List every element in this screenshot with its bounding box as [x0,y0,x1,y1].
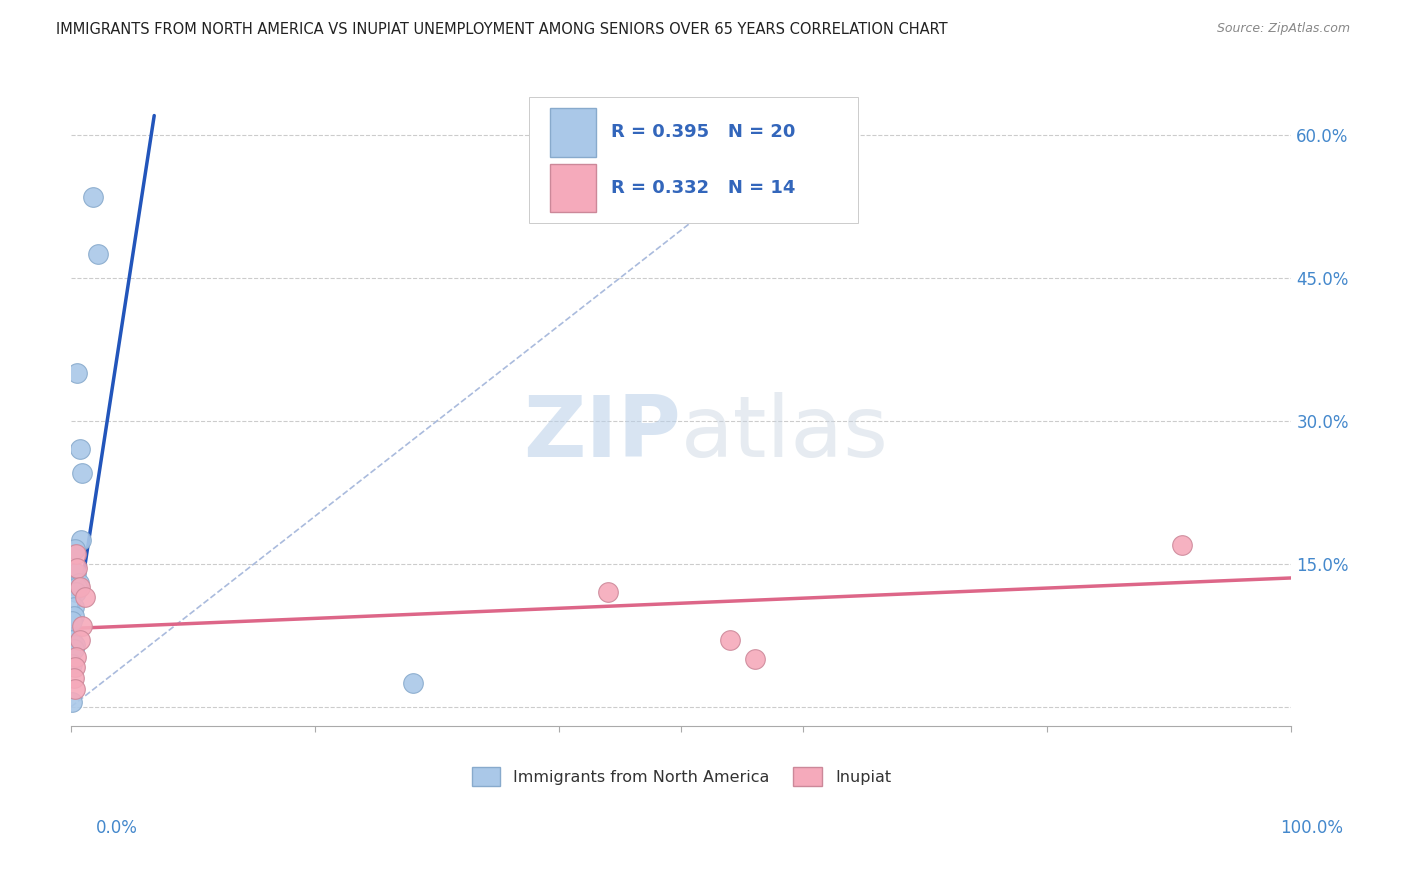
Point [66,581,89,595]
Text: 100.0%: 100.0% [1279,819,1343,837]
Point [67,575,90,590]
FancyBboxPatch shape [529,97,858,223]
FancyBboxPatch shape [550,108,596,156]
Point [70,618,93,632]
Point [62,671,84,685]
Text: atlas: atlas [682,392,890,475]
Point [62,614,84,628]
Point [69,581,91,595]
Point [718,632,741,647]
Point [744,652,766,666]
Text: R = 0.395   N = 20: R = 0.395 N = 20 [610,123,794,141]
Text: ZIP: ZIP [523,392,682,475]
Point [62,642,84,657]
Point [62,695,84,709]
Point [62,657,84,671]
Point [63,682,86,697]
Point [66,561,89,575]
Point [69,442,91,457]
Point [65,566,87,581]
Point [82,189,104,203]
Point [1170,538,1192,552]
Point [65,650,87,665]
Legend: Immigrants from North America, Inupiat: Immigrants from North America, Inupiat [465,761,897,792]
Text: R = 0.332   N = 14: R = 0.332 N = 14 [610,179,794,197]
Point [87,247,110,261]
Point [63,638,86,652]
Point [73,590,96,604]
Point [63,659,86,673]
Point [65,547,87,561]
FancyBboxPatch shape [550,163,596,212]
Text: IMMIGRANTS FROM NORTH AMERICA VS INUPIAT UNEMPLOYMENT AMONG SENIORS OVER 65 YEAR: IMMIGRANTS FROM NORTH AMERICA VS INUPIAT… [56,22,948,37]
Point [70,466,93,480]
Point [69,632,91,647]
Point [598,585,620,599]
Point [70,533,93,547]
Point [62,609,84,624]
Point [63,542,86,557]
Point [402,675,425,690]
Point [62,599,84,614]
Text: 0.0%: 0.0% [96,819,138,837]
Point [62,632,84,647]
Point [66,366,89,380]
Text: Source: ZipAtlas.com: Source: ZipAtlas.com [1216,22,1350,36]
Point [65,585,87,599]
